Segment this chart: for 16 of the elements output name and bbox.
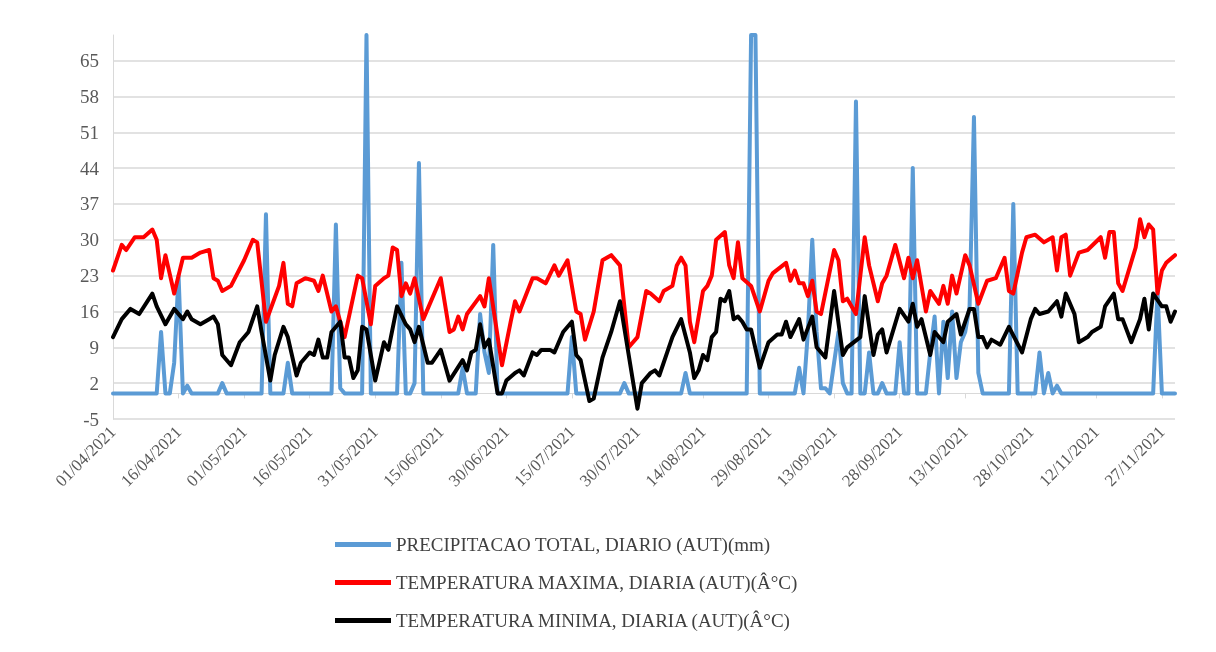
y-tick-label: 51 — [80, 121, 99, 143]
y-tick-label: 23 — [80, 265, 99, 287]
line-series — [111, 217, 1177, 368]
legend-label: PRECIPITACAO TOTAL, DIARIO (AUT)(mm) — [396, 534, 771, 556]
y-tick-label: 2 — [89, 372, 99, 394]
line-series — [111, 289, 1177, 411]
y-tick-label: 65 — [80, 50, 99, 72]
y-tick-label: 37 — [80, 193, 99, 215]
y-tick-label: -5 — [83, 408, 99, 430]
y-tick-label: 30 — [80, 229, 99, 251]
y-tick-label: 16 — [80, 300, 99, 322]
legend-label: TEMPERATURA MINIMA, DIARIA (AUT)(Â°C) — [396, 610, 790, 632]
y-tick-label: 9 — [89, 336, 99, 358]
y-tick-label: 58 — [80, 85, 99, 107]
legend-label: TEMPERATURA MAXIMA, DIARIA (AUT)(Â°C) — [396, 572, 798, 594]
y-tick-label: 44 — [80, 157, 100, 179]
